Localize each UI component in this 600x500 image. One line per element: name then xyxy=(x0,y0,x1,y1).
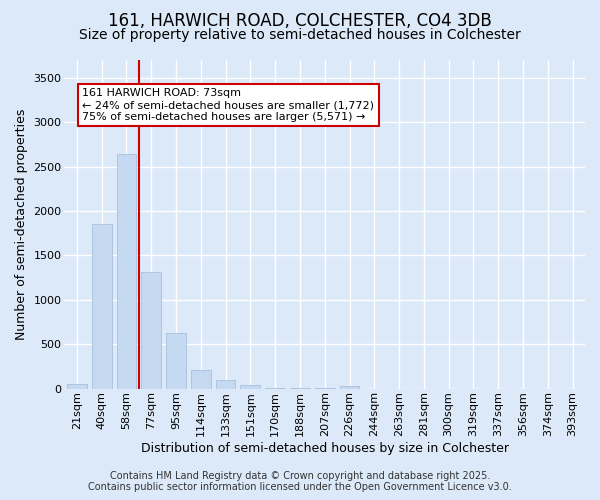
Bar xyxy=(215,380,235,388)
Bar xyxy=(67,384,87,388)
Bar xyxy=(166,332,186,388)
Bar xyxy=(241,385,260,388)
Bar xyxy=(340,386,359,388)
Bar xyxy=(142,272,161,388)
Text: Size of property relative to semi-detached houses in Colchester: Size of property relative to semi-detach… xyxy=(79,28,521,42)
X-axis label: Distribution of semi-detached houses by size in Colchester: Distribution of semi-detached houses by … xyxy=(141,442,509,455)
Y-axis label: Number of semi-detached properties: Number of semi-detached properties xyxy=(15,108,28,340)
Text: 161, HARWICH ROAD, COLCHESTER, CO4 3DB: 161, HARWICH ROAD, COLCHESTER, CO4 3DB xyxy=(108,12,492,30)
Text: 161 HARWICH ROAD: 73sqm
← 24% of semi-detached houses are smaller (1,772)
75% of: 161 HARWICH ROAD: 73sqm ← 24% of semi-de… xyxy=(82,88,374,122)
Bar xyxy=(116,154,136,388)
Text: Contains HM Land Registry data © Crown copyright and database right 2025.
Contai: Contains HM Land Registry data © Crown c… xyxy=(88,471,512,492)
Bar xyxy=(191,370,211,388)
Bar xyxy=(92,224,112,388)
